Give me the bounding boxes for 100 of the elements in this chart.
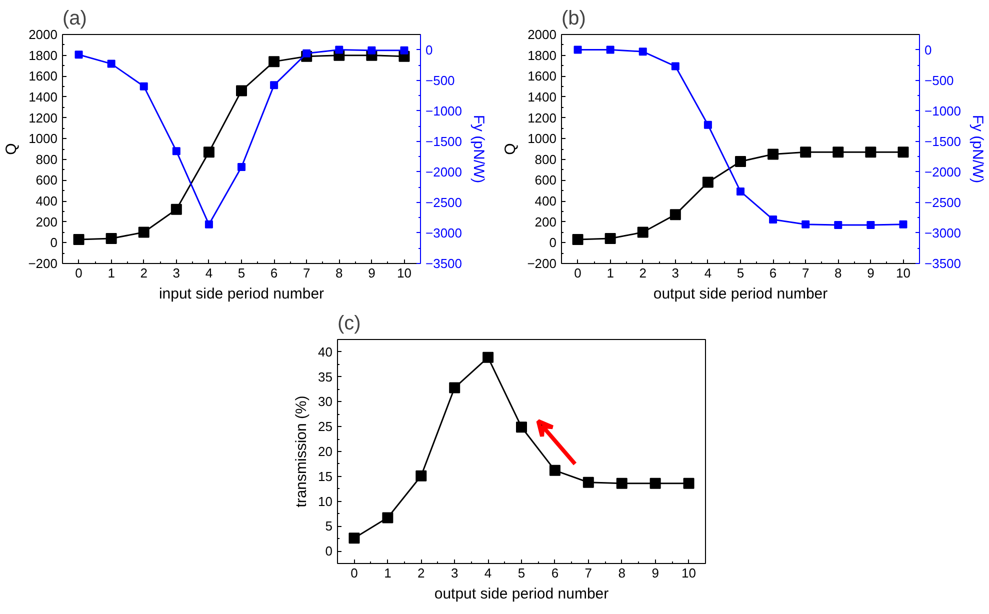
point [671, 62, 680, 70]
point [416, 470, 427, 482]
point [865, 146, 876, 158]
x-tick-label: 4 [484, 566, 492, 580]
point [107, 60, 116, 68]
point [802, 220, 810, 228]
x-tick-label: 1 [384, 566, 392, 580]
x-tick-label: 6 [551, 566, 559, 580]
chart-title: (c) [338, 312, 361, 334]
point [702, 176, 714, 188]
y-tick-label: 1200 [528, 110, 556, 126]
y-tick-label: 200 [36, 214, 58, 230]
point [899, 220, 908, 228]
point [204, 220, 213, 228]
y2-tick-label: 0 [924, 42, 932, 58]
point [73, 234, 84, 246]
point [582, 476, 594, 488]
y2-tick-label: −1000 [924, 103, 962, 118]
y-tick-label: 1000 [528, 131, 556, 146]
y-tick-label: −200 [28, 256, 58, 271]
x-tick-label: 0 [75, 266, 82, 280]
point [238, 163, 246, 172]
y-tick-label: 15 [318, 468, 333, 484]
point [616, 478, 628, 489]
y-tick-label: 25 [318, 419, 333, 434]
point [549, 464, 560, 476]
point [368, 46, 376, 54]
x-axis-title: output side period number [434, 586, 609, 602]
point [898, 146, 909, 158]
x-tick-label: 10 [682, 566, 696, 580]
y-tick-label: 1200 [28, 110, 58, 126]
x-tick-label: 8 [618, 566, 626, 580]
y-axis-title: Q [502, 143, 520, 155]
x-tick-label: 8 [336, 266, 343, 280]
x-tick-label: 10 [896, 266, 910, 280]
y2-tick-label: −1500 [426, 134, 462, 149]
point [604, 233, 616, 244]
y2-tick-label: −2000 [426, 164, 462, 180]
x-tick-label: 1 [606, 266, 614, 280]
point [736, 187, 744, 196]
point [638, 48, 647, 56]
y-tick-label: 1400 [528, 89, 556, 104]
point [106, 233, 117, 244]
y-tick-label: −200 [527, 256, 557, 271]
y2-tick-label: 0 [426, 42, 433, 58]
point [335, 46, 344, 54]
point [735, 156, 746, 167]
y2-tick-label: −1000 [426, 103, 462, 118]
y-tick-label: 400 [36, 194, 58, 209]
point [348, 532, 360, 544]
y-tick-label: 5 [325, 518, 333, 534]
point [572, 234, 584, 246]
y2-tick-label: −3000 [426, 225, 462, 240]
y-tick-label: 600 [534, 172, 557, 188]
x-tick-label: 5 [238, 266, 246, 280]
point [832, 146, 844, 158]
point [834, 221, 842, 230]
y2-tick-label: −3000 [924, 225, 962, 240]
point [270, 81, 278, 90]
chart-title: (a) [62, 8, 87, 30]
y-axis-title: transmission (%) [293, 396, 310, 508]
y-tick-label: 600 [36, 172, 58, 188]
x-tick-label: 7 [584, 566, 592, 580]
y-tick-label: 0 [50, 235, 58, 250]
point [140, 82, 148, 90]
point [170, 204, 182, 215]
point [768, 148, 779, 160]
x-tick-label: 3 [672, 266, 680, 280]
y-axis-title: Q [3, 143, 20, 155]
point [482, 352, 494, 363]
x-tick-label: 8 [834, 266, 842, 280]
y-tick-label: 800 [36, 152, 58, 167]
y-tick-label: 1400 [28, 89, 58, 104]
y-tick-label: 1800 [28, 48, 58, 63]
y-tick-label: 0 [325, 544, 333, 559]
point [866, 221, 875, 230]
point [670, 209, 681, 220]
point [574, 46, 582, 54]
point [400, 46, 408, 54]
x-tick-label: 2 [639, 266, 646, 280]
point [268, 56, 280, 68]
y-tick-label: 1800 [528, 48, 556, 63]
x-tick-label: 0 [350, 566, 358, 580]
y-tick-label: 400 [534, 194, 557, 209]
point [606, 46, 614, 54]
x-tick-label: 4 [205, 266, 213, 280]
point [650, 478, 661, 489]
y-tick-label: 2000 [28, 27, 58, 42]
point [302, 49, 311, 58]
x-tick-label: 3 [450, 566, 458, 580]
y-tick-label: 0 [549, 235, 557, 250]
point [236, 85, 247, 96]
point [769, 216, 778, 224]
y2-tick-label: −3500 [426, 256, 462, 271]
point [382, 512, 394, 524]
x-axis-title: output side period number [653, 286, 828, 302]
x-tick-label: 3 [172, 266, 180, 280]
point [683, 478, 694, 489]
x-tick-label: 7 [802, 266, 810, 280]
x-tick-label: 10 [396, 266, 412, 280]
